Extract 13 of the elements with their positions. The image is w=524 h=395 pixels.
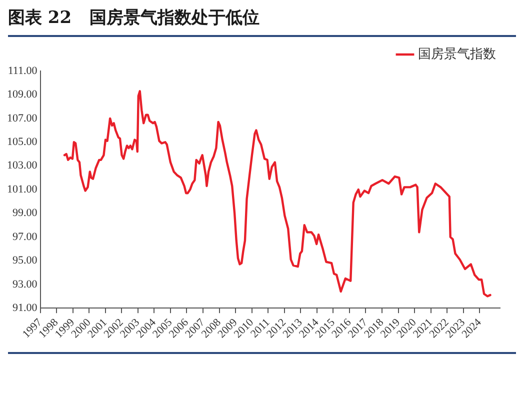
y-tick-label: 99.00 <box>12 207 38 220</box>
chart-title: 图表 22 国房景气指数处于低位 <box>8 6 516 37</box>
y-tick-label: 107.00 <box>7 112 38 124</box>
y-tick-label: 103.00 <box>7 160 38 172</box>
y-tick-label: 95.00 <box>12 254 38 267</box>
y-tick-label: 93.00 <box>12 278 38 290</box>
y-tick-label: 111.00 <box>8 64 38 77</box>
y-tick-label: 101.00 <box>7 183 38 196</box>
legend-label: 国房景气指数 <box>418 46 496 62</box>
y-tick-label: 97.00 <box>12 230 38 243</box>
y-tick-label: 105.00 <box>7 136 38 148</box>
y-tick-label: 109.00 <box>7 88 38 101</box>
y-tick-label: 91.00 <box>12 302 38 314</box>
